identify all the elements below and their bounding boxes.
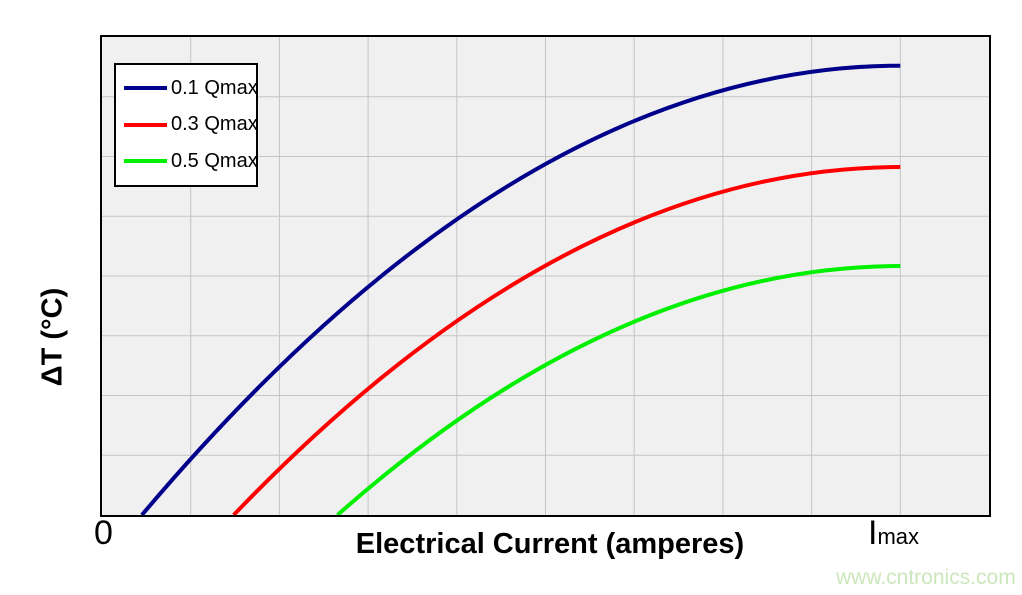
legend-label: 0.1 Qmax: [171, 76, 258, 99]
y-axis-title: ΔT (°C): [36, 287, 69, 387]
legend-item: 0.1 Qmax: [124, 77, 258, 99]
legend: 0.1 Qmax 0.3 Qmax 0.5 Qmax: [114, 63, 258, 187]
legend-item: 0.5 Qmax: [124, 150, 258, 172]
watermark-text: www.cntronics.com: [836, 566, 1016, 589]
imax-base: I: [868, 514, 878, 552]
legend-line-swatch-green: [124, 159, 167, 163]
curve-0-1-qmax: [140, 63, 901, 515]
x-tick-label-zero: 0: [94, 514, 113, 552]
imax-subscript: max: [877, 524, 920, 549]
x-axis-title: Electrical Current (amperes): [355, 528, 745, 560]
legend-line-swatch-red: [124, 122, 167, 127]
x-tick-label-imax: Imax: [868, 516, 919, 550]
legend-label: 0.3 Qmax: [171, 113, 258, 135]
legend-item: 0.3 Qmax: [124, 113, 258, 136]
curve-0-3-qmax: [232, 165, 901, 515]
legend-label: 0.5 Qmax: [171, 149, 258, 172]
curve-0-5-qmax: [336, 264, 901, 515]
legend-line-swatch-blue: [124, 86, 167, 90]
